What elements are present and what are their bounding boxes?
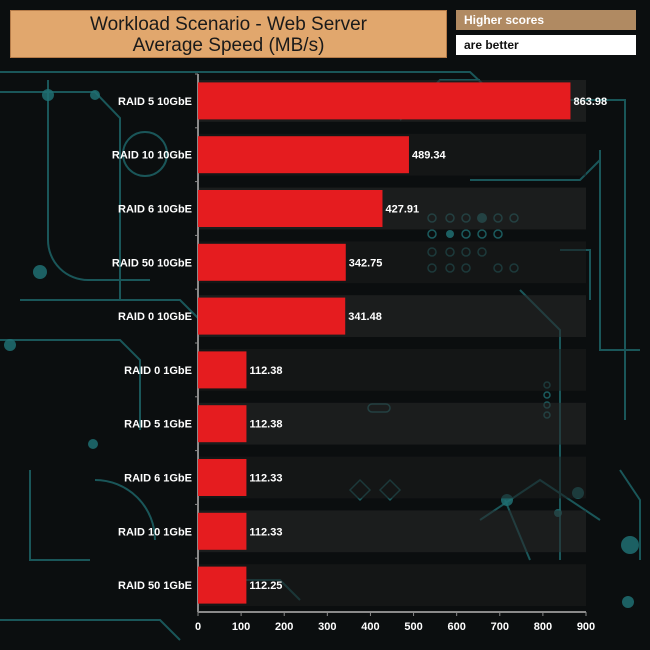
category-label: RAID 10 10GbE [112,150,192,162]
x-tick-label: 500 [404,621,422,633]
category-label: RAID 0 1GbE [124,365,192,377]
bar-raid-50-1gbe [198,566,247,604]
category-label: RAID 5 1GbE [124,419,192,431]
x-tick-label: 100 [232,621,250,633]
value-label: 112.33 [249,473,282,485]
bar-raid-10-1gbe [198,512,247,550]
bar-raid-10-10gbe [198,136,409,174]
bar-raid-6-1gbe [198,459,247,496]
value-label: 112.38 [249,419,282,431]
row-band [198,564,586,606]
value-label: 112.33 [249,526,282,538]
value-label: 863.98 [573,96,607,108]
bar-raid-5-1gbe [198,405,247,443]
row-band [198,510,586,553]
higher-scores-note: Higher scores [456,10,636,30]
x-tick-label: 900 [577,621,595,633]
title-line-2: Average Speed (MB/s) [132,35,325,56]
value-label: 112.38 [249,365,282,377]
chart-title: Workload Scenario - Web Server Average S… [10,10,447,58]
bar-raid-0-1gbe [198,351,247,389]
row-band [198,402,586,445]
value-label: 341.48 [348,311,382,323]
x-tick-label: 300 [318,621,336,633]
x-tick-label: 200 [275,621,293,633]
row-band [198,349,586,391]
title-line-1: Workload Scenario - Web Server [89,14,368,35]
category-label: RAID 50 10GbE [112,257,192,269]
bar-raid-5-10gbe [198,82,571,120]
value-label: 112.25 [249,580,282,592]
row-band [198,456,586,499]
bar-raid-6-10gbe [198,190,383,227]
category-label: RAID 50 1GbE [118,580,192,592]
category-label: RAID 10 1GbE [118,526,192,538]
bar-raid-0-10gbe [198,297,346,335]
bar-raid-50-10gbe [198,243,346,281]
category-label: RAID 5 10GbE [118,96,192,108]
value-label: 427.91 [385,204,419,216]
category-label: RAID 6 1GbE [124,473,192,485]
value-label: 489.34 [412,150,447,162]
are-better-note: are better [456,35,636,55]
x-tick-label: 800 [534,621,552,633]
value-label: 342.75 [349,257,383,269]
x-tick-label: 700 [491,621,509,633]
x-tick-label: 400 [361,621,379,633]
category-label: RAID 0 10GbE [118,311,192,323]
x-tick-label: 600 [447,621,465,633]
category-label: RAID 6 10GbE [118,204,192,216]
x-tick-label: 0 [195,621,201,633]
